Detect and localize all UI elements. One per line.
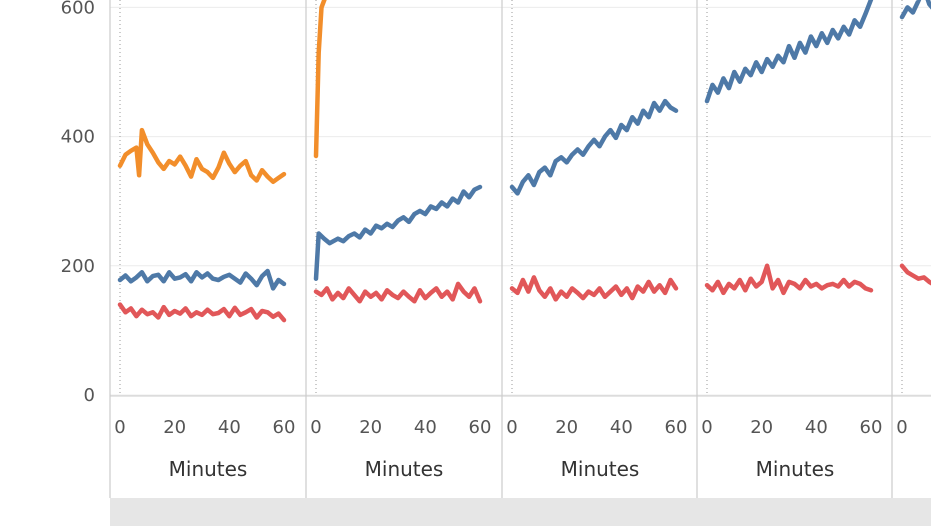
x-axis-title: Minutes [365,457,444,481]
x-tick-label: 60 [469,417,492,438]
x-tick-label: 40 [218,417,241,438]
x-tick-label: 0 [896,417,907,438]
y-tick-label: 600 [61,0,95,18]
series-line-panel1-orange [313,0,327,159]
series-line-panel2-blue [509,98,679,196]
x-tick-label: 0 [310,417,321,438]
scroll-band [110,498,931,526]
series-line-panel0-blue [117,268,287,291]
x-tick-label: 20 [163,417,186,438]
y-tick-label: 0 [84,385,95,406]
x-tick-label: 40 [610,417,633,438]
x-tick-label: 20 [555,417,578,438]
series-line-panel3-red [704,263,874,296]
x-tick-label: 60 [273,417,296,438]
x-tick-label: 20 [359,417,382,438]
series-line-panel1-blue [313,184,483,281]
x-tick-label: 0 [506,417,517,438]
series-line-panel1-red [313,281,483,304]
x-tick-label: 0 [114,417,125,438]
series-line-panel3-blue [704,0,874,104]
series-line-panel2-red [509,275,679,302]
series-line-panel0-orange [117,127,287,185]
x-tick-label: 20 [750,417,773,438]
series-line-panel0-red [117,302,287,323]
series-line-panel4-blue [899,0,931,20]
x-tick-label: 0 [701,417,712,438]
x-tick-label: 40 [414,417,437,438]
x-axis-title: Minutes [756,457,835,481]
x-tick-label: 60 [860,417,883,438]
y-tick-label: 400 [61,127,95,148]
y-tick-label: 200 [61,256,95,277]
x-axis-title: Minutes [561,457,640,481]
x-tick-label: 60 [665,417,688,438]
series-line-panel4-red [899,263,931,286]
x-axis-title: Minutes [169,457,248,481]
x-tick-label: 40 [805,417,828,438]
